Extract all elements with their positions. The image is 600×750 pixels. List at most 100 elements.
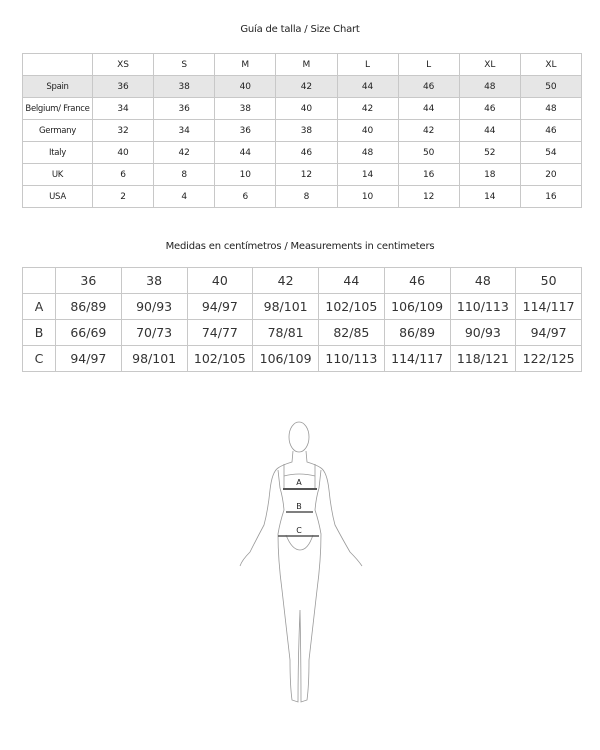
table-row: Spain 36 38 40 42 44 46 48 50 (22, 75, 583, 98)
table-cell: 82/85 (318, 319, 385, 346)
table-cell: 18 (458, 163, 521, 186)
header-cell: 50 (515, 267, 582, 294)
table-cell: 42 (397, 119, 460, 142)
row-label: Italy (22, 141, 93, 164)
table-cell: 32 (91, 119, 155, 142)
table-cell: 52 (458, 141, 521, 164)
row-label: UK (22, 163, 93, 186)
header-cell: 46 (383, 267, 451, 294)
table-row: B 66/69 70/73 74/77 78/81 82/85 86/89 90/93 94/9… (22, 319, 582, 346)
table-cell: 110/113 (318, 345, 385, 372)
table-cell: 38 (153, 75, 216, 98)
table-cell: 40 (275, 97, 338, 120)
table-cell: 2 (91, 185, 155, 208)
table-cell: 4 (153, 185, 216, 208)
header-cell: 40 (186, 267, 254, 294)
table-cell: 36 (153, 97, 216, 120)
table-cell: 48 (336, 141, 399, 164)
bra-outline (283, 464, 316, 488)
table-cell: 6 (91, 163, 155, 186)
header-row: 36 38 40 42 44 46 48 50 (22, 267, 582, 294)
body-measurement-figure: A B C (239, 421, 363, 703)
table-cell: 106/109 (252, 345, 319, 372)
table-cell: 46 (519, 119, 583, 142)
table-cell: 98/101 (252, 293, 319, 320)
table-cell: 10 (214, 163, 277, 186)
table-cell: 8 (275, 185, 338, 208)
table-cell: 46 (275, 141, 338, 164)
table-row: Belgium/ France 34 36 38 40 42 44 46 48 (22, 97, 583, 120)
header-cell: XS (91, 53, 155, 76)
header-cell: S (153, 53, 216, 76)
table-cell: 38 (275, 119, 338, 142)
table-cell: 118/121 (449, 345, 517, 372)
label-b: B (296, 502, 302, 511)
table-cell: 42 (153, 141, 216, 164)
table-cell: 66/69 (55, 319, 122, 346)
table-cell: 102/105 (186, 345, 254, 372)
header-cell: 42 (252, 267, 319, 294)
table-cell: 90/93 (449, 319, 517, 346)
header-cell: L (397, 53, 460, 76)
header-cell: 36 (55, 267, 122, 294)
table-row: USA 2 4 6 8 10 12 14 16 (22, 185, 583, 208)
table-cell: 106/109 (383, 293, 451, 320)
table-cell: 40 (214, 75, 277, 98)
table-cell: 50 (519, 75, 583, 98)
table-cell: 44 (214, 141, 277, 164)
row-label: USA (22, 185, 93, 208)
table-row: C 94/97 98/101 102/105 106/109 110/113 114/117… (22, 345, 582, 372)
table-cell: 114/117 (383, 345, 451, 372)
table-row: UK 6 8 10 12 14 16 18 20 (22, 163, 583, 186)
table-cell: 94/97 (515, 319, 582, 346)
table-cell: 44 (397, 97, 460, 120)
table-cell: 122/125 (515, 345, 582, 372)
size-chart-table: XS S M M L L XL XL Spain 36 38 40 42 44 46 48 50 Belgium/… (22, 53, 583, 208)
table-cell: 114/117 (515, 293, 582, 320)
measurements-table: 36 38 40 42 44 46 48 50 A 86/89 90/93 94/97 98/101 10… (22, 267, 582, 372)
table-cell: 10 (336, 185, 399, 208)
table-cell: 44 (458, 119, 521, 142)
label-c: C (296, 526, 302, 535)
table-cell: 98/101 (120, 345, 188, 372)
table-cell: 8 (153, 163, 216, 186)
table-cell: 70/73 (120, 319, 188, 346)
header-cell: XL (458, 53, 521, 76)
header-cell: 48 (449, 267, 517, 294)
table-cell: 40 (91, 141, 155, 164)
header-cell: 38 (120, 267, 188, 294)
table-cell: 86/89 (383, 319, 451, 346)
table-row: Germany 32 34 36 38 40 42 44 46 (22, 119, 583, 142)
size-chart-title: Guía de talla / Size Chart (240, 24, 360, 35)
table-cell: 36 (214, 119, 277, 142)
table-cell: 86/89 (55, 293, 122, 320)
table-cell: 94/97 (186, 293, 254, 320)
table-cell: 50 (397, 141, 460, 164)
header-cell: XL (519, 53, 583, 76)
row-label: Spain (22, 75, 93, 98)
table-cell: 90/93 (120, 293, 188, 320)
table-cell: 20 (519, 163, 583, 186)
table-cell: 42 (275, 75, 338, 98)
table-cell: 46 (458, 97, 521, 120)
table-cell: 14 (458, 185, 521, 208)
table-cell: 48 (458, 75, 521, 98)
table-cell: 94/97 (55, 345, 122, 372)
label-a: A (296, 478, 302, 487)
row-label: B (22, 319, 56, 346)
table-cell: 40 (336, 119, 399, 142)
head-outline (288, 421, 310, 453)
table-cell: 6 (214, 185, 277, 208)
body-outline (239, 450, 363, 703)
table-cell: 36 (91, 75, 155, 98)
table-cell: 34 (91, 97, 155, 120)
table-cell: 102/105 (318, 293, 385, 320)
table-cell: 74/77 (186, 319, 254, 346)
row-label: C (22, 345, 56, 372)
table-cell: 12 (397, 185, 460, 208)
header-row: XS S M M L L XL XL (22, 53, 583, 76)
table-cell: 16 (519, 185, 583, 208)
table-row: Italy 40 42 44 46 48 50 52 54 (22, 141, 583, 164)
row-label: Germany (22, 119, 93, 142)
row-label: Belgium/ France (22, 97, 93, 120)
